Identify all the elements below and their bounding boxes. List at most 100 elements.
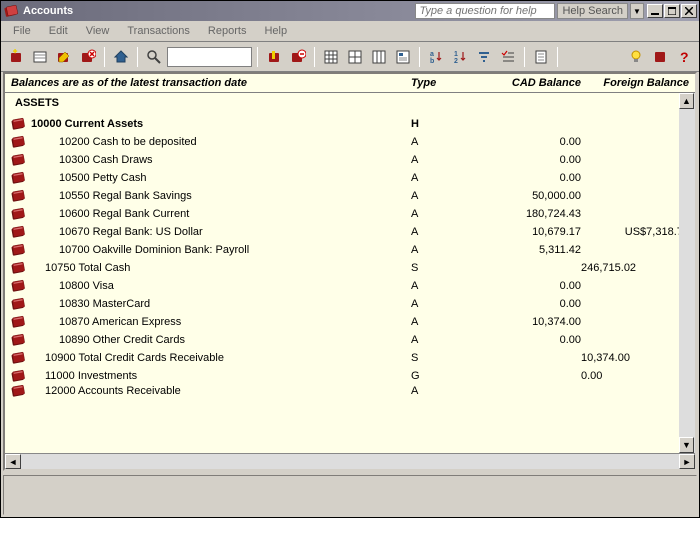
menu-reports[interactable]: Reports xyxy=(200,23,255,39)
cad-balance: 0.00 xyxy=(471,280,581,292)
menu-file[interactable]: File xyxy=(5,23,39,39)
delete-icon[interactable] xyxy=(77,46,99,68)
ledger-icon xyxy=(11,315,27,329)
ledger-icon xyxy=(11,369,27,383)
account-row[interactable]: 12000 Accounts ReceivableA xyxy=(5,385,695,397)
help-icon[interactable]: ? xyxy=(673,46,695,68)
window-title: Accounts xyxy=(23,5,73,17)
account-row[interactable]: 10830 MasterCardA0.00 xyxy=(5,295,695,313)
bookmark-icon[interactable] xyxy=(263,46,285,68)
account-row[interactable]: 11000 InvestmentsG0.00 xyxy=(5,367,695,385)
account-type: A xyxy=(411,136,471,148)
vertical-scrollbar[interactable]: ▲ ▼ xyxy=(679,93,695,453)
grid1-icon[interactable] xyxy=(320,46,342,68)
account-row[interactable]: 10750 Total CashS246,715.02 xyxy=(5,259,695,277)
sort-asc-icon[interactable]: ab xyxy=(425,46,447,68)
account-row[interactable]: 10500 Petty CashA0.00 xyxy=(5,169,695,187)
col-type[interactable]: Type xyxy=(411,77,471,89)
account-type: A xyxy=(411,280,471,292)
account-row[interactable]: 10600 Regal Bank CurrentA180,724.43 xyxy=(5,205,695,223)
ledger-icon xyxy=(11,153,27,167)
ledger-icon xyxy=(11,297,27,311)
account-type: A xyxy=(411,208,471,220)
toolbar-sep xyxy=(524,47,525,67)
account-row[interactable]: 10200 Cash to be depositedA0.00 xyxy=(5,133,695,151)
account-type: A xyxy=(411,316,471,328)
col-cad-balance[interactable]: CAD Balance xyxy=(471,77,581,89)
subtotal: 246,715.02 xyxy=(581,262,644,274)
grid2-icon[interactable] xyxy=(344,46,366,68)
help-question-input[interactable] xyxy=(415,3,555,19)
account-name: 10900 Total Credit Cards Receivable xyxy=(31,352,411,364)
svg-text:2: 2 xyxy=(454,58,458,65)
account-row[interactable]: 10900 Total Credit Cards ReceivableS10,3… xyxy=(5,349,695,367)
account-row[interactable]: 10300 Cash DrawsA0.00 xyxy=(5,151,695,169)
cad-balance: 0.00 xyxy=(471,298,581,310)
horizontal-scrollbar[interactable]: ◄ ► xyxy=(5,453,695,469)
col-foreign-balance[interactable]: Foreign Balance xyxy=(589,77,699,89)
titlebar: Accounts Help Search ▼ xyxy=(1,1,699,21)
detail-icon[interactable] xyxy=(392,46,414,68)
minimize-button[interactable] xyxy=(647,4,663,18)
grid3-icon[interactable] xyxy=(368,46,390,68)
account-type: A xyxy=(411,226,471,238)
account-row[interactable]: 10700 Oakville Dominion Bank: PayrollA5,… xyxy=(5,241,695,259)
edit-icon[interactable] xyxy=(53,46,75,68)
toolbar-sep xyxy=(314,47,315,67)
clear-bookmark-icon[interactable] xyxy=(287,46,309,68)
search-input[interactable] xyxy=(167,47,252,67)
account-row[interactable]: 10890 Other Credit CardsA0.00 xyxy=(5,331,695,349)
scroll-left-button[interactable]: ◄ xyxy=(5,454,21,469)
account-name: 10200 Cash to be deposited xyxy=(31,136,411,148)
scroll-right-button[interactable]: ► xyxy=(679,454,695,469)
help-search-button[interactable]: Help Search xyxy=(557,3,628,19)
account-row[interactable]: 10000 Current AssetsH xyxy=(5,115,695,133)
col-ext xyxy=(581,77,589,89)
report-icon[interactable] xyxy=(530,46,552,68)
account-name: 10000 Current Assets xyxy=(31,118,411,130)
cad-balance: 0.00 xyxy=(471,136,581,148)
account-type: A xyxy=(411,334,471,346)
lightbulb-icon[interactable] xyxy=(625,46,647,68)
home-icon[interactable] xyxy=(110,46,132,68)
subtotal: 10,374.00 xyxy=(581,352,638,364)
filter-icon[interactable] xyxy=(473,46,495,68)
account-name: 10670 Regal Bank: US Dollar xyxy=(31,226,411,238)
menubar: File Edit View Transactions Reports Help xyxy=(1,21,699,42)
scroll-up-button[interactable]: ▲ xyxy=(679,93,694,109)
ledger-icon[interactable] xyxy=(29,46,51,68)
svg-text:1: 1 xyxy=(454,51,458,58)
account-name: 10830 MasterCard xyxy=(31,298,411,310)
menu-edit[interactable]: Edit xyxy=(41,23,76,39)
cad-balance: 10,679.17 xyxy=(471,226,581,238)
menu-transactions[interactable]: Transactions xyxy=(119,23,198,39)
sort-num-icon[interactable]: 12 xyxy=(449,46,471,68)
new-account-icon[interactable] xyxy=(5,46,27,68)
account-name: 10700 Oakville Dominion Bank: Payroll xyxy=(31,244,411,256)
help-dropdown[interactable]: ▼ xyxy=(630,3,644,19)
ledger-icon xyxy=(11,135,27,149)
account-name: 10300 Cash Draws xyxy=(31,154,411,166)
scroll-track[interactable] xyxy=(679,109,695,437)
maximize-button[interactable] xyxy=(664,4,680,18)
menu-view[interactable]: View xyxy=(78,23,118,39)
scroll-down-button[interactable]: ▼ xyxy=(679,437,694,453)
search-icon[interactable] xyxy=(143,46,165,68)
account-row[interactable]: 10800 VisaA0.00 xyxy=(5,277,695,295)
ledger-icon xyxy=(11,385,27,397)
account-name: 10500 Petty Cash xyxy=(31,172,411,184)
statusbar xyxy=(3,475,697,515)
col-description[interactable]: Balances are as of the latest transactio… xyxy=(11,77,411,89)
svg-text:a: a xyxy=(430,51,434,58)
close-button[interactable] xyxy=(681,4,697,18)
account-row[interactable]: 10870 American ExpressA10,374.00 xyxy=(5,313,695,331)
scroll-track[interactable] xyxy=(21,454,679,469)
ledger-icon xyxy=(11,171,27,185)
menu-help[interactable]: Help xyxy=(256,23,295,39)
account-name: 11000 Investments xyxy=(31,370,411,382)
checklist-icon[interactable] xyxy=(497,46,519,68)
book-help-icon[interactable] xyxy=(649,46,671,68)
account-row[interactable]: 10670 Regal Bank: US DollarA10,679.17US$… xyxy=(5,223,695,241)
column-headers: Balances are as of the latest transactio… xyxy=(5,74,695,93)
account-row[interactable]: 10550 Regal Bank SavingsA50,000.00 xyxy=(5,187,695,205)
